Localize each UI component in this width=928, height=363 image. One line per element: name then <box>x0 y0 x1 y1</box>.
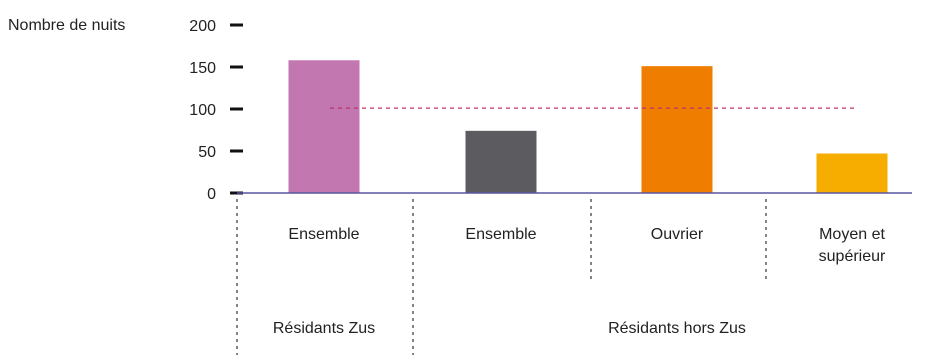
y-tick-label: 200 <box>189 18 216 35</box>
group-label: Résidants Zus <box>273 320 375 337</box>
bars <box>288 60 888 193</box>
bar <box>465 130 537 193</box>
y-axis-label: Nombre de nuits <box>8 17 125 34</box>
y-tick-label: 50 <box>198 144 216 161</box>
y-tick-label: 150 <box>189 60 216 77</box>
category-labels: Ensemble Ensemble Ouvrier Moyen et supérieur <box>288 226 886 265</box>
y-tick-label: 0 <box>207 186 216 203</box>
group-labels: Résidants Zus Résidants hors Zus <box>273 320 746 337</box>
y-tick-label: 100 <box>189 102 216 119</box>
bar <box>816 153 888 193</box>
x-axis <box>236 192 912 355</box>
category-label: supérieur <box>819 248 886 265</box>
group-label: Résidants hors Zus <box>608 320 746 337</box>
category-label: Ensemble <box>288 226 359 243</box>
y-axis: 0 50 100 150 200 <box>189 18 243 203</box>
category-label: Moyen et <box>819 226 885 243</box>
category-label: Ouvrier <box>651 226 704 243</box>
bar <box>641 66 713 193</box>
bar <box>288 60 360 193</box>
category-label: Ensemble <box>465 226 536 243</box>
